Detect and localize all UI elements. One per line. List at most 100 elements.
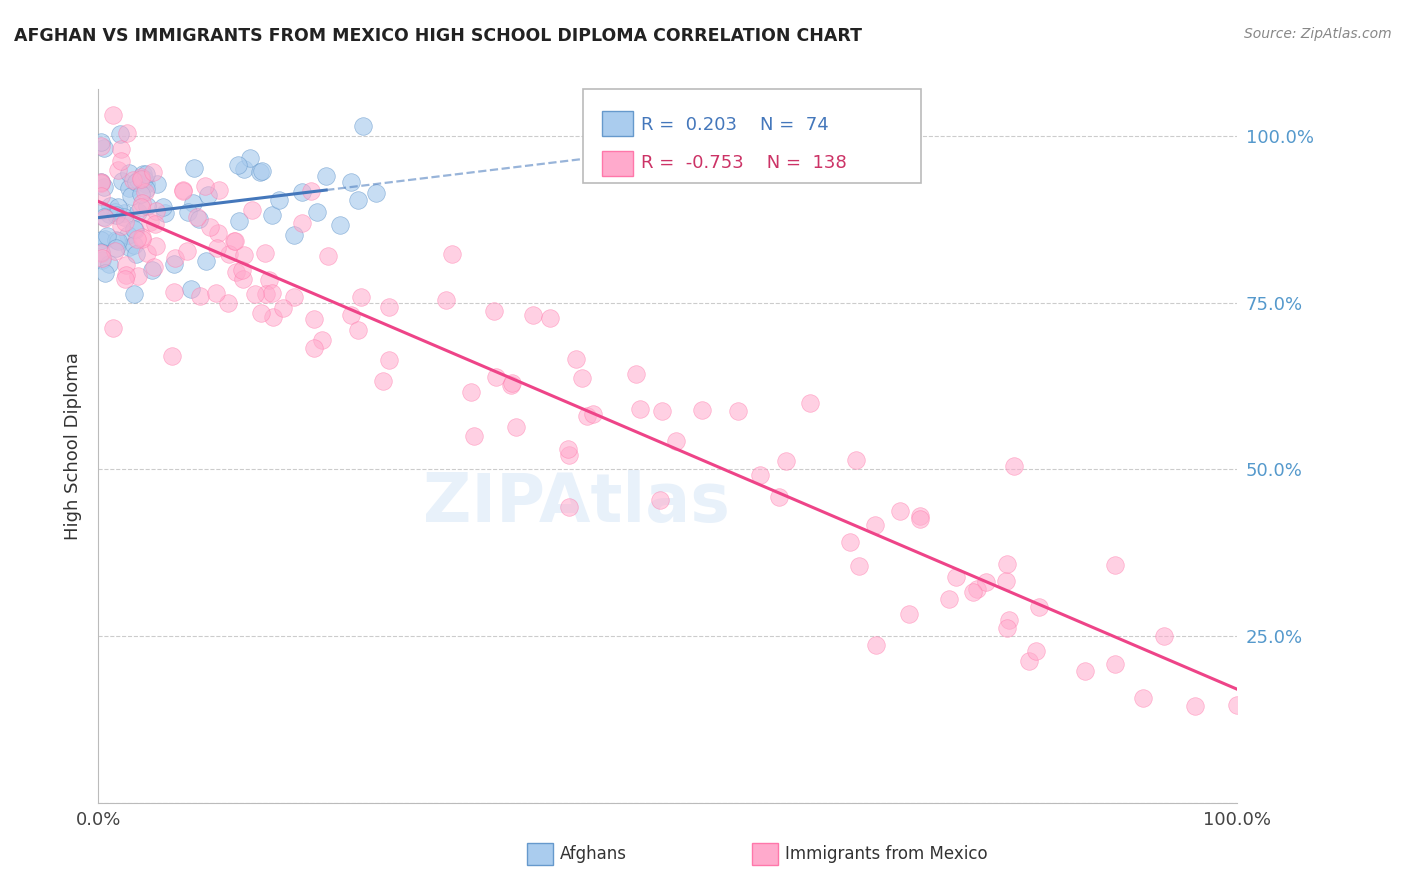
Text: Immigrants from Mexico: Immigrants from Mexico: [785, 845, 987, 863]
Point: [624, 367, 647, 381]
Point: [188, 289, 211, 303]
Point: [112, 210, 135, 224]
Point: [132, 167, 155, 181]
Point: [183, 161, 205, 175]
Point: [434, 293, 457, 308]
Point: [228, 214, 250, 228]
Point: [482, 303, 505, 318]
Point: [129, 169, 152, 184]
Point: [628, 401, 651, 416]
Point: [110, 142, 132, 156]
Point: [262, 310, 284, 324]
Point: [193, 179, 215, 194]
Point: [945, 569, 967, 583]
Point: [378, 353, 401, 368]
Point: [565, 351, 588, 366]
Point: [463, 429, 485, 443]
Point: [163, 257, 186, 271]
Point: [205, 241, 228, 255]
Point: [115, 126, 138, 140]
Point: [115, 258, 138, 272]
Point: [865, 638, 887, 652]
Point: [240, 203, 263, 218]
Point: [124, 223, 146, 237]
Point: [253, 245, 276, 260]
Point: [226, 158, 249, 172]
Point: [1018, 654, 1040, 668]
Point: [976, 574, 998, 589]
Point: [163, 285, 186, 299]
Point: [122, 222, 145, 236]
Point: [347, 323, 370, 337]
Point: [111, 174, 134, 188]
Point: [98, 199, 121, 213]
Point: [775, 454, 797, 468]
Point: [90, 189, 112, 203]
Point: [139, 215, 162, 229]
Point: [557, 442, 579, 456]
Point: [110, 153, 132, 168]
Point: [131, 232, 153, 246]
Point: [224, 234, 246, 248]
Point: [848, 558, 870, 573]
Point: [122, 287, 145, 301]
Point: [522, 308, 544, 322]
Point: [1153, 630, 1175, 644]
Point: [378, 301, 401, 315]
Point: [90, 245, 112, 260]
Point: [232, 248, 254, 262]
Point: [352, 120, 374, 134]
Point: [485, 369, 508, 384]
Point: [141, 263, 163, 277]
Point: [152, 200, 174, 214]
Point: [127, 268, 149, 283]
Point: [104, 241, 127, 255]
Point: [205, 285, 228, 300]
Point: [172, 183, 194, 197]
Point: [648, 493, 671, 508]
Point: [90, 233, 112, 247]
Point: [104, 205, 127, 219]
Point: [93, 180, 115, 194]
Point: [93, 210, 115, 224]
Point: [197, 187, 219, 202]
Point: [217, 295, 239, 310]
Point: [243, 286, 266, 301]
Point: [460, 384, 482, 399]
Point: [153, 206, 176, 220]
Point: [93, 141, 115, 155]
Point: [1002, 459, 1025, 474]
Point: [135, 177, 157, 191]
Point: [117, 180, 139, 194]
Point: [582, 407, 605, 421]
Point: [1028, 600, 1050, 615]
Point: [129, 171, 152, 186]
Point: [117, 228, 139, 243]
Point: [127, 232, 149, 246]
Point: [118, 166, 141, 180]
Point: [107, 234, 129, 248]
Point: [172, 184, 194, 198]
Point: [90, 135, 112, 149]
Point: [254, 286, 277, 301]
Point: [105, 234, 128, 248]
Point: [340, 175, 363, 189]
Point: [845, 453, 868, 467]
Point: [499, 378, 522, 392]
Point: [340, 308, 363, 322]
Point: [143, 260, 166, 275]
Point: [180, 282, 202, 296]
Point: [233, 161, 256, 176]
Point: [135, 167, 157, 181]
Text: ZIPAtlas: ZIPAtlas: [423, 470, 730, 536]
Point: [129, 200, 152, 214]
Point: [239, 151, 262, 165]
Point: [371, 374, 394, 388]
Point: [208, 183, 231, 197]
Point: [231, 263, 253, 277]
Point: [114, 272, 136, 286]
Point: [107, 200, 129, 214]
Point: [163, 251, 186, 265]
Point: [96, 228, 118, 243]
Point: [124, 247, 146, 261]
